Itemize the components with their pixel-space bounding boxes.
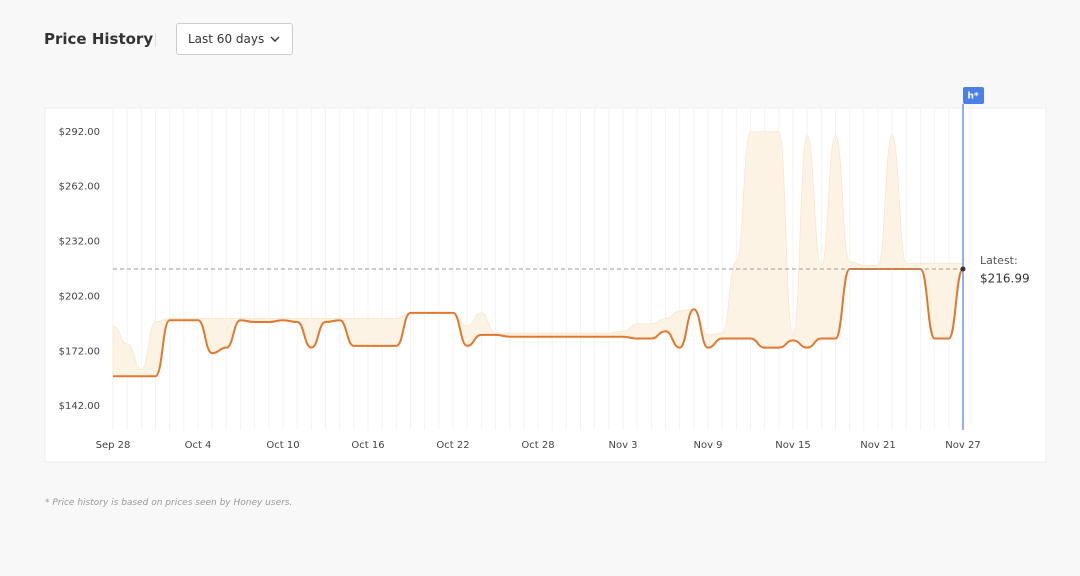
- x-tick-label: Oct 22: [436, 440, 469, 451]
- x-tick-label: Nov 9: [693, 440, 722, 451]
- x-tick-label: Nov 15: [775, 440, 810, 451]
- y-tick-label: $232.00: [59, 237, 100, 248]
- x-tick-label: Oct 4: [185, 440, 212, 451]
- y-tick-label: $172.00: [59, 346, 100, 357]
- footnote: * Price history is based on prices seen …: [45, 498, 293, 508]
- chart: h* $142.00 $172.00 $202.00 $232.00 $262.00 $2…: [44, 87, 1047, 463]
- chevron: [270, 36, 280, 42]
- latest-badge: [963, 87, 984, 104]
- y-tick-label: $142.00: [59, 401, 100, 412]
- range-label: Last 60 days: [188, 32, 265, 46]
- x-tick-label: Sep 28: [96, 440, 131, 451]
- divider: [155, 33, 156, 47]
- price-line: [113, 268, 964, 378]
- title: Price History: [44, 30, 154, 48]
- x-tick-label: Oct 10: [266, 440, 299, 451]
- x-tick-label: Oct 28: [521, 440, 554, 451]
- latest-label: Latest:: [980, 254, 1018, 267]
- latest-dot: [960, 266, 966, 272]
- y-tick-label: $292.00: [59, 127, 100, 138]
- latest-value: $216.99: [980, 272, 1030, 286]
- badge-icon: h*: [967, 92, 978, 102]
- y-tick-label: $202.00: [59, 291, 100, 302]
- y-tick-label: $262.00: [59, 182, 100, 193]
- x-tick-label: Nov 27: [945, 440, 980, 451]
- x-tick-label: Nov 3: [608, 440, 637, 451]
- x-tick-label: Nov 21: [860, 440, 895, 451]
- x-tick-label: Oct 16: [351, 440, 384, 451]
- range-dropdown[interactable]: Last 60 days: [176, 23, 293, 55]
